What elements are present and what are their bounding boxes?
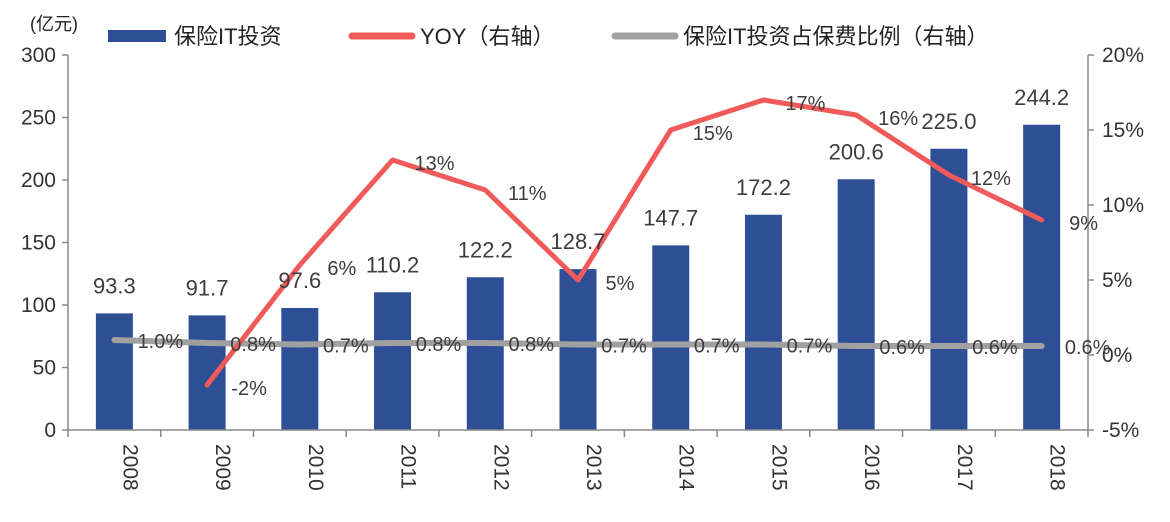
x-tick-label: 2013 (582, 444, 605, 491)
y-right-tick-label: -5% (1102, 419, 1139, 442)
yoy-value-label: 12% (971, 168, 1011, 190)
yoy-value-label: 9% (1069, 213, 1098, 235)
bar (374, 292, 412, 430)
yoy-value-label: 15% (693, 123, 733, 145)
ratio-value-label: 0.8% (508, 334, 554, 356)
bar (466, 277, 504, 430)
bar (930, 148, 968, 430)
bar-value-label: 172.2 (736, 175, 791, 200)
yoy-value-label: 17% (785, 93, 825, 115)
ratio-line-series (111, 337, 1045, 349)
yoy-value-label: -2% (231, 378, 267, 400)
ratio-value-label: 1.0% (138, 331, 184, 353)
y-axis-left: 0 50 100 150 200 250 300 (21, 44, 69, 442)
bar-value-label: 122.2 (458, 237, 513, 262)
x-tick-label: 2010 (304, 444, 327, 491)
bar (744, 214, 782, 430)
y-right-tick-label: 10% (1102, 194, 1144, 217)
ratio-value-label: 0.7% (323, 336, 369, 358)
x-tick-label: 2015 (767, 444, 790, 491)
yoy-value-label: 16% (878, 108, 918, 130)
ratio-value-label: 0.6% (879, 337, 925, 359)
bar-series (95, 124, 1061, 430)
yoy-line-series (204, 97, 1045, 388)
y-left-tick-label: 200 (21, 169, 56, 192)
ratio-value-label: 0.7% (787, 336, 833, 358)
ratio-value-label: 0.8% (230, 334, 276, 356)
legend-label-yoy: YOY（右轴） (420, 24, 554, 49)
bar-value-label: 244.2 (1014, 85, 1069, 110)
ratio-value-label: 0.8% (416, 334, 462, 356)
ratio-value-label: 0.7% (694, 336, 740, 358)
x-tick-label: 2012 (489, 444, 512, 491)
bar (95, 313, 133, 430)
bar-value-label: 225.0 (921, 109, 976, 134)
yoy-value-label: 6% (327, 258, 356, 280)
bar-value-label: 147.7 (643, 205, 698, 230)
x-tick-label: 2009 (211, 444, 234, 491)
bar (559, 269, 597, 430)
y-left-tick-label: 300 (21, 44, 56, 67)
legend-swatch-bar (108, 30, 166, 42)
legend: 保险IT投资 YOY（右轴） 保险IT投资占保费比例（右轴） (108, 24, 989, 49)
y-axis-right: -5% 0% 5% 10% 15% 20% (1087, 44, 1144, 442)
x-tick-label: 2008 (118, 444, 141, 491)
bar-value-label: 128.7 (550, 229, 605, 254)
bar (281, 308, 319, 430)
x-tick-label: 2018 (1046, 444, 1069, 491)
x-tick-label: 2011 (397, 444, 420, 489)
ratio-line (111, 337, 1045, 349)
y-right-tick-label: 20% (1102, 44, 1144, 67)
bar-value-label: 200.6 (829, 139, 884, 164)
ratio-value-label: 0.6% (1065, 337, 1111, 359)
bar (837, 179, 875, 430)
legend-label-bar: 保险IT投资 (174, 24, 282, 49)
y-left-tick-label: 0 (44, 419, 56, 442)
y-left-tick-label: 50 (33, 357, 56, 380)
x-tick-label: 2014 (675, 444, 698, 491)
bar-value-label: 110.2 (366, 252, 419, 277)
bar-value-label: 91.7 (186, 275, 229, 300)
bar (652, 245, 690, 430)
x-axis: 2008 2009 2010 2011 2012 2013 2014 2015 2016 2017… (67, 429, 1089, 491)
y-left-tick-label: 100 (21, 294, 56, 317)
y-right-tick-label: 15% (1102, 119, 1144, 142)
ratio-value-label: 0.6% (972, 337, 1018, 359)
bar (188, 315, 226, 430)
x-tick-label: 2017 (953, 444, 976, 491)
unit-label: (亿元) (30, 14, 78, 34)
y-left-tick-label: 150 (21, 232, 56, 255)
x-tick-label: 2016 (860, 444, 883, 491)
yoy-value-label: 5% (606, 273, 635, 295)
bar-value-label: 93.3 (93, 273, 136, 298)
legend-label-ratio: 保险IT投资占保费比例（右轴） (683, 24, 989, 49)
yoy-value-label: 11% (508, 183, 547, 205)
y-right-tick-label: 5% (1102, 269, 1132, 292)
y-right-tick-label: 0% (1102, 344, 1132, 367)
data-labels: 93.3 91.7 97.6 110.2 122.2 128.7 147.7 172.2 200… (93, 85, 1111, 400)
bar-value-label: 97.6 (278, 268, 321, 293)
yoy-line (204, 97, 1045, 388)
bar (1023, 124, 1061, 430)
yoy-value-label: 13% (415, 153, 455, 175)
y-left-tick-label: 250 (21, 107, 56, 130)
ratio-value-label: 0.7% (601, 336, 647, 358)
